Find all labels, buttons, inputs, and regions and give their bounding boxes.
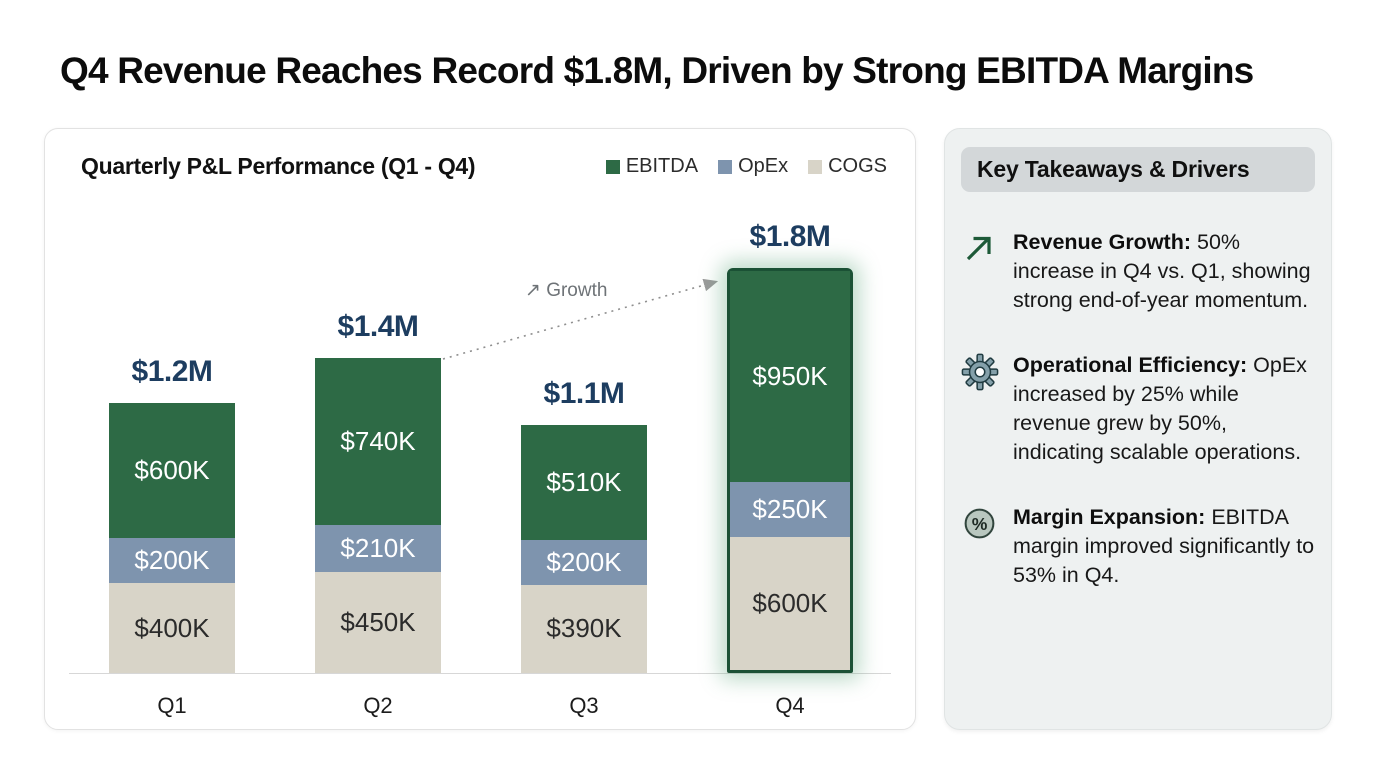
- legend-swatch-ebitda: [605, 159, 620, 174]
- takeaway-item-operational-efficiency: Operational Efficiency: OpEx increased b…: [961, 351, 1315, 467]
- legend-item-cogs: COGS: [808, 155, 887, 178]
- segment-cogs-q1: $400K: [109, 583, 235, 673]
- takeaway-title: Revenue Growth:: [1013, 230, 1191, 254]
- legend-label: COGS: [828, 155, 887, 177]
- takeaway-body: EBITDA margin improved significantly to …: [1013, 505, 1315, 587]
- takeaways-panel: Key Takeaways & Drivers Revenue Growth: …: [944, 128, 1332, 730]
- growth-annotation-label: ↗ Growth: [525, 280, 608, 301]
- total-label-q4: $1.8M: [749, 220, 831, 253]
- svg-text:%: %: [972, 514, 988, 534]
- segment-opex-q4: $250K: [730, 481, 850, 537]
- plot-area: ↗ Growth $600K $200K $400K $1.2M Q1 $740K $210…: [45, 129, 915, 729]
- segment-opex-q2: $210K: [315, 524, 441, 572]
- legend-swatch-cogs: [808, 159, 823, 174]
- takeaway-text: Margin Expansion: EBITDA margin improved…: [1013, 503, 1315, 590]
- segment-cogs-q4: $600K: [730, 537, 850, 670]
- chart-title: Quarterly P&L Performance (Q1 - Q4): [81, 153, 476, 179]
- percent-circle-icon: %: [961, 503, 1001, 590]
- takeaway-item-margin-expansion: % Margin Expansion: EBITDA margin improv…: [961, 503, 1315, 590]
- segment-opex-q3: $200K: [521, 539, 647, 585]
- x-axis-label-q2: Q2: [363, 693, 393, 718]
- x-axis-label-q3: Q3: [569, 693, 599, 718]
- takeaway-body: OpEx increased by 25% while revenue grew…: [1013, 353, 1307, 464]
- x-axis-line: [69, 673, 891, 674]
- segment-ebitda-q4: $950K: [730, 271, 850, 482]
- takeaway-text: Revenue Growth: 50% increase in Q4 vs. Q…: [1013, 228, 1315, 315]
- x-axis-label-q4: Q4: [775, 693, 805, 718]
- segment-ebitda-q3: $510K: [521, 425, 647, 540]
- segment-ebitda-q1: $600K: [109, 403, 235, 538]
- takeaways-header: Key Takeaways & Drivers: [961, 147, 1315, 192]
- takeaway-item-revenue-growth: Revenue Growth: 50% increase in Q4 vs. Q…: [961, 228, 1315, 315]
- takeaway-text: Operational Efficiency: OpEx increased b…: [1013, 351, 1315, 467]
- x-axis-label-q1: Q1: [157, 693, 187, 718]
- legend-label: OpEx: [738, 155, 789, 177]
- segment-opex-q1: $200K: [109, 538, 235, 583]
- gear-icon: [961, 351, 1001, 467]
- chart-legend: EBITDA OpEx COGS: [605, 155, 887, 178]
- bar-q1: $600K $200K $400K: [109, 403, 235, 673]
- takeaway-body: 50% increase in Q4 vs. Q1, showing stron…: [1013, 230, 1311, 312]
- bar-q2: $740K $210K $450K: [315, 358, 441, 673]
- total-label-q1: $1.2M: [131, 355, 213, 388]
- takeaway-title: Operational Efficiency:: [1013, 353, 1248, 377]
- chart-card: Quarterly P&L Performance (Q1 - Q4) EBIT…: [44, 128, 916, 730]
- total-label-q3: $1.1M: [543, 377, 625, 410]
- total-label-q2: $1.4M: [337, 310, 419, 343]
- segment-cogs-q3: $390K: [521, 584, 647, 673]
- takeaway-title: Margin Expansion:: [1013, 505, 1206, 529]
- legend-swatch-opex: [718, 159, 733, 174]
- segment-ebitda-q2: $740K: [315, 358, 441, 525]
- page-title: Q4 Revenue Reaches Record $1.8M, Driven …: [60, 50, 1254, 91]
- bar-q4: $950K $250K $600K: [727, 268, 853, 673]
- legend-item-ebitda: EBITDA: [605, 155, 699, 178]
- legend-label: EBITDA: [625, 155, 699, 177]
- legend-item-opex: OpEx: [718, 155, 788, 178]
- chart-header: Quarterly P&L Performance (Q1 - Q4) EBIT…: [81, 153, 887, 180]
- segment-cogs-q2: $450K: [315, 571, 441, 673]
- bar-q3: $510K $200K $390K: [521, 425, 647, 673]
- trend-up-arrow-icon: [961, 228, 1001, 315]
